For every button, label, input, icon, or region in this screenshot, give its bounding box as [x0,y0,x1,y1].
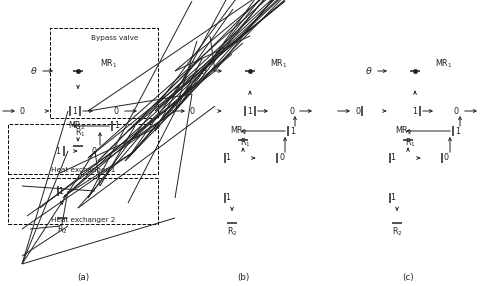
Text: R$_2$: R$_2$ [392,225,402,237]
Text: 1: 1 [58,186,63,196]
Text: 1: 1 [412,106,417,116]
Text: 1: 1 [72,106,77,116]
Text: R$_2$: R$_2$ [56,224,68,237]
Text: R$_2$: R$_2$ [226,225,237,237]
Text: 1: 1 [247,106,252,116]
Text: 0: 0 [444,154,449,162]
Text: Bypass valve: Bypass valve [92,35,138,41]
Text: 0: 0 [190,106,195,116]
Text: (a): (a) [77,273,89,282]
Text: $\theta$: $\theta$ [30,65,38,76]
Text: (b): (b) [237,273,249,282]
Text: 0: 0 [20,106,25,116]
Text: 0: 0 [355,106,360,116]
Bar [50,28,158,118]
Text: 1: 1 [455,126,460,136]
Text: 0: 0 [92,146,97,156]
Text: 0: 0 [289,106,294,116]
Text: R$_1$: R$_1$ [405,137,415,149]
Text: MR$_1$: MR$_1$ [100,57,117,70]
Text: 0: 0 [454,106,459,116]
Text: MR$_1$: MR$_1$ [435,57,452,70]
Text: MR$_2$: MR$_2$ [395,125,412,137]
Text: 1: 1 [225,154,230,162]
Text: 1: 1 [114,122,119,130]
Text: 1: 1 [290,126,295,136]
Text: 1: 1 [390,194,395,202]
Text: Heat exchanger 2: Heat exchanger 2 [51,217,115,223]
Text: $\theta$: $\theta$ [366,65,373,76]
Text: $\theta$: $\theta$ [200,65,208,76]
Text: 1: 1 [225,194,230,202]
Text: MR$_1$: MR$_1$ [270,57,287,70]
Text: Heat exchanger 1: Heat exchanger 1 [51,167,115,173]
Text: MR$_2$: MR$_2$ [68,120,86,132]
Bar [8,124,158,174]
Bar [8,178,158,224]
Text: 1: 1 [390,154,395,162]
Text: 0: 0 [114,106,119,116]
Text: R$_1$: R$_1$ [75,127,86,139]
Text: (c): (c) [402,273,414,282]
Text: 0: 0 [279,154,284,162]
Text: MR$_2$: MR$_2$ [230,125,248,137]
Text: R$_1$: R$_1$ [240,137,250,149]
Text: 1: 1 [55,146,60,156]
